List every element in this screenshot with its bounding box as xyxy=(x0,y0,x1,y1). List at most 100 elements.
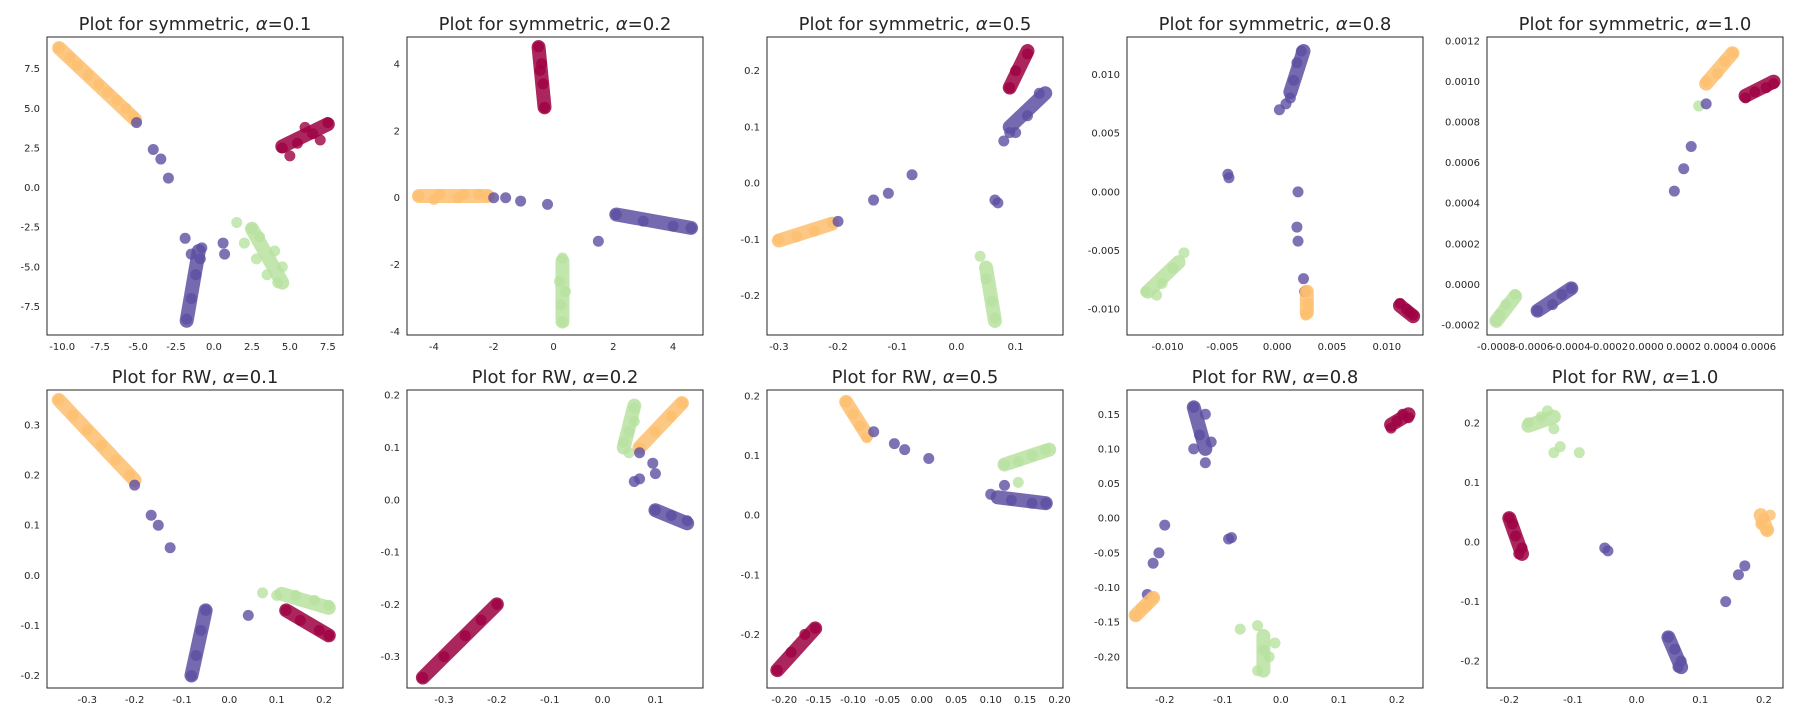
data-point xyxy=(553,275,565,287)
series-purple xyxy=(1599,542,1751,675)
data-point xyxy=(110,454,122,466)
x-tick-label: 0 xyxy=(550,342,556,353)
data-point xyxy=(985,488,997,500)
y-tick-label: 7.5 xyxy=(24,64,40,75)
data-point xyxy=(868,194,880,206)
y-tick-label: 0.1 xyxy=(1464,478,1480,489)
data-point xyxy=(428,193,440,205)
data-point xyxy=(1740,92,1752,104)
data-point xyxy=(1225,532,1237,544)
data-point xyxy=(246,223,258,235)
data-point xyxy=(676,397,688,409)
data-point xyxy=(190,269,202,281)
data-point xyxy=(623,426,635,438)
data-point xyxy=(980,273,992,285)
x-tick-label: -0.2 xyxy=(1500,695,1520,706)
y-tick-label: -0.1 xyxy=(380,548,400,559)
data-point xyxy=(475,614,487,626)
y-tick-label: 0.0002 xyxy=(1445,239,1480,250)
plot-frame xyxy=(406,389,704,689)
x-tick-label: 0.15 xyxy=(1014,695,1036,706)
y-tick-label: -4 xyxy=(390,327,400,338)
data-point xyxy=(998,459,1010,470)
x-tick-label: 0.1 xyxy=(647,695,663,706)
data-point xyxy=(1263,651,1275,663)
data-point xyxy=(162,172,174,184)
x-tick-label: 0.0 xyxy=(1629,695,1645,706)
data-point xyxy=(628,415,640,427)
subplot-4: -0.010 -0.005 0.000 0.005 0.010 -0.010 -0.005 0… xyxy=(1088,14,1424,353)
data-point xyxy=(515,195,527,207)
x-tick-label: -0.1 xyxy=(540,695,560,706)
data-point xyxy=(923,453,935,465)
data-point xyxy=(1301,286,1313,298)
data-point xyxy=(649,504,661,516)
data-point xyxy=(452,192,464,204)
y-tick-label: 0.0 xyxy=(744,511,760,522)
data-point xyxy=(559,285,571,297)
alpha-value: =0.8 xyxy=(1315,367,1359,388)
data-point xyxy=(1159,519,1171,531)
series-red xyxy=(531,40,552,115)
x-tick-label: 0.10 xyxy=(980,695,1002,706)
data-point xyxy=(773,233,785,245)
data-point xyxy=(309,594,321,606)
x-tick-label: -0.0006 xyxy=(1515,342,1554,353)
data-point xyxy=(164,542,176,554)
series-green xyxy=(997,442,1057,488)
data-point xyxy=(231,216,243,228)
data-point xyxy=(1565,282,1577,294)
data-point xyxy=(190,649,202,661)
data-point xyxy=(1764,509,1776,521)
y-tick-label: 0.0000 xyxy=(1445,280,1480,291)
data-point xyxy=(71,60,83,72)
alpha-symbol: α xyxy=(1696,14,1708,35)
subplot-title: Plot for RW, α=0.5 xyxy=(832,367,999,388)
data-point xyxy=(314,134,326,146)
series-purple xyxy=(1222,44,1311,298)
x-tick-label: 0.0000 xyxy=(1629,342,1664,353)
plot-frame xyxy=(46,36,344,336)
y-tick-label: 0.1 xyxy=(744,451,760,462)
y-tick-label: 0.0 xyxy=(744,179,760,190)
x-tick-label: 0.1 xyxy=(1331,695,1347,706)
y-tick-label: 0.15 xyxy=(1098,410,1120,421)
y-tick-label: -0.05 xyxy=(1094,548,1120,559)
data-point xyxy=(1288,74,1300,86)
y-tick-label: 0.2 xyxy=(24,471,40,482)
plot-frame xyxy=(46,389,344,689)
data-point xyxy=(1223,172,1235,184)
data-point xyxy=(628,402,640,414)
data-point xyxy=(1147,592,1159,604)
x-tick-label: -0.1 xyxy=(1563,695,1583,706)
point-cluster xyxy=(1283,44,1311,100)
subplot-title: Plot for RW, α=0.2 xyxy=(472,367,639,388)
data-point xyxy=(854,420,866,432)
y-tick-label: -0.2 xyxy=(1460,657,1480,668)
data-point xyxy=(1188,401,1200,413)
plot-frame xyxy=(1126,389,1424,689)
x-tick-label: 0.0 xyxy=(221,695,237,706)
plot-frame xyxy=(406,36,704,336)
subplot-1: -10.0 -7.5 -5.0 -2.5 0.0 2.5 5.0 7.5 -7.5 -5.0 -2.… xyxy=(20,14,344,353)
point-cluster xyxy=(275,117,335,154)
series-green xyxy=(1140,247,1190,301)
data-point xyxy=(1004,82,1016,94)
data-point xyxy=(1026,497,1038,509)
x-tick-label: 0.2 xyxy=(316,695,332,706)
series-orange xyxy=(1753,508,1776,538)
data-point xyxy=(1768,78,1780,90)
data-point xyxy=(556,252,568,264)
data-point xyxy=(93,79,105,91)
data-point xyxy=(592,235,604,247)
data-point xyxy=(882,187,894,199)
data-point xyxy=(473,188,485,200)
x-tick-label: -0.010 xyxy=(1151,342,1183,353)
data-point xyxy=(179,232,191,244)
y-tick-label: -0.1 xyxy=(740,570,760,581)
data-point xyxy=(1749,86,1761,98)
alpha-value: =0.2 xyxy=(595,367,639,388)
x-tick-label: 0.1 xyxy=(1692,695,1708,706)
data-point xyxy=(438,651,450,663)
data-point xyxy=(147,144,159,156)
